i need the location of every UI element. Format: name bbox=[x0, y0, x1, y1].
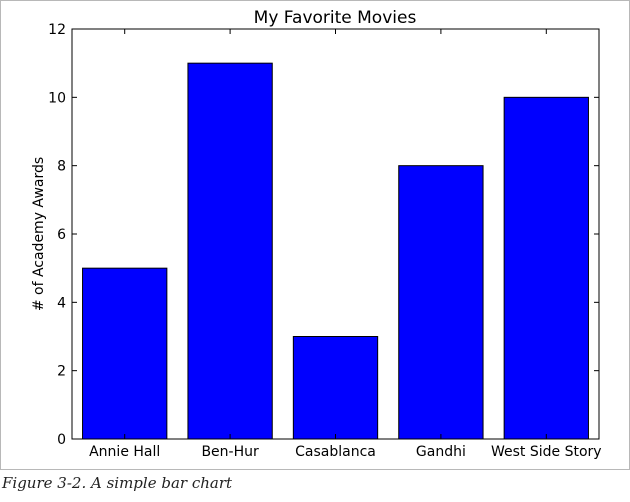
bar-casablanca bbox=[292, 336, 379, 440]
bar-chart: My Favorite Movies # of Academy Awards 0… bbox=[31, 8, 602, 460]
y-axis-label: # of Academy Awards bbox=[31, 157, 47, 311]
figure-caption: Figure 3-2. A simple bar chart bbox=[2, 474, 233, 492]
y-tick-label: 10 bbox=[48, 90, 66, 106]
x-tick-label: Ben-Hur bbox=[201, 444, 259, 460]
y-tick-label: 8 bbox=[57, 159, 66, 175]
bar-ben-hur bbox=[187, 62, 273, 440]
y-tick-label: 4 bbox=[57, 295, 66, 311]
y-ticks: 0 2 4 6 8 10 12 bbox=[48, 22, 599, 448]
x-tick-label: Gandhi bbox=[416, 444, 466, 460]
y-tick-label: 2 bbox=[57, 364, 66, 380]
y-tick-label: 12 bbox=[48, 22, 66, 38]
x-ticks: Annie Hall Ben-Hur Casablanca Gandhi West Si… bbox=[89, 29, 602, 460]
x-tick-label: Annie Hall bbox=[89, 444, 160, 460]
x-tick-label: Casablanca bbox=[295, 444, 376, 460]
plot-area-border bbox=[71, 28, 600, 440]
bar-gandhi bbox=[398, 165, 484, 440]
bar-annie-hall bbox=[82, 267, 168, 440]
bar-west-side-story bbox=[503, 96, 589, 440]
x-tick-label: West Side Story bbox=[491, 444, 602, 460]
chart-title: My Favorite Movies bbox=[254, 8, 417, 28]
bars-layer bbox=[82, 62, 589, 440]
y-tick-label: 6 bbox=[57, 227, 66, 243]
y-tick-label: 0 bbox=[57, 432, 66, 448]
chart-frame: My Favorite Movies # of Academy Awards 0… bbox=[0, 0, 630, 470]
